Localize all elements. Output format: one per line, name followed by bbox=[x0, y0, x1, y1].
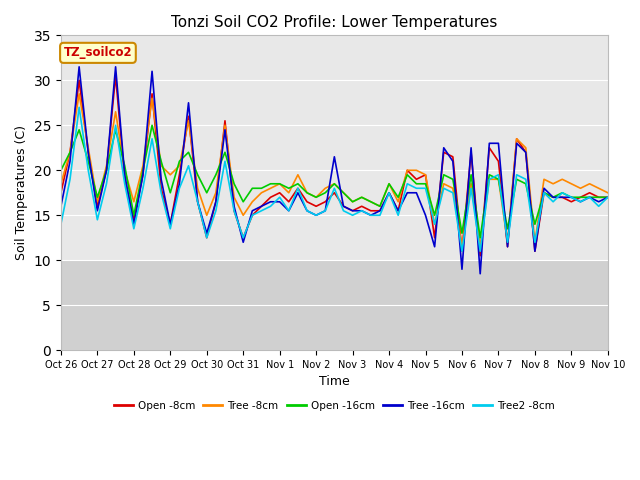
Open -8cm bbox=[257, 204, 265, 209]
Open -8cm bbox=[175, 172, 183, 178]
Tree -16cm bbox=[194, 199, 202, 204]
Tree -16cm bbox=[549, 194, 557, 200]
Open -16cm bbox=[175, 158, 183, 164]
Tree -8cm bbox=[549, 181, 557, 187]
Tree -8cm bbox=[175, 163, 183, 168]
Bar bbox=[61, 260, 608, 350]
Tree -16cm bbox=[604, 194, 612, 200]
Tree2 -8cm bbox=[257, 208, 265, 214]
Tree -16cm bbox=[257, 204, 265, 209]
Tree -16cm bbox=[394, 208, 402, 214]
Open -8cm bbox=[57, 190, 65, 196]
Tree -16cm bbox=[76, 64, 83, 70]
Text: TZ_soilco2: TZ_soilco2 bbox=[63, 47, 132, 60]
Tree -8cm bbox=[257, 190, 265, 196]
Line: Tree -16cm: Tree -16cm bbox=[61, 67, 608, 274]
Tree2 -8cm bbox=[57, 221, 65, 227]
Legend: Open -8cm, Tree -8cm, Open -16cm, Tree -16cm, Tree2 -8cm: Open -8cm, Tree -8cm, Open -16cm, Tree -… bbox=[109, 396, 559, 415]
Open -16cm bbox=[549, 194, 557, 200]
Tree -16cm bbox=[57, 204, 65, 209]
Open -16cm bbox=[604, 194, 612, 200]
Title: Tonzi Soil CO2 Profile: Lower Temperatures: Tonzi Soil CO2 Profile: Lower Temperatur… bbox=[171, 15, 497, 30]
Line: Tree -8cm: Tree -8cm bbox=[61, 94, 608, 247]
Tree2 -8cm bbox=[549, 199, 557, 204]
Tree -8cm bbox=[57, 181, 65, 187]
Tree2 -8cm bbox=[194, 199, 202, 204]
Open -8cm bbox=[112, 73, 120, 79]
Tree2 -8cm bbox=[604, 194, 612, 200]
Open -8cm bbox=[194, 199, 202, 204]
Tree2 -8cm bbox=[76, 105, 83, 110]
Open -16cm bbox=[358, 194, 365, 200]
Open -8cm bbox=[604, 194, 612, 200]
Open -8cm bbox=[476, 253, 484, 259]
Line: Open -8cm: Open -8cm bbox=[61, 76, 608, 256]
Y-axis label: Soil Temperatures (C): Soil Temperatures (C) bbox=[15, 125, 28, 260]
Tree -8cm bbox=[194, 185, 202, 191]
Tree -8cm bbox=[458, 244, 466, 250]
Open -16cm bbox=[257, 185, 265, 191]
Open -8cm bbox=[358, 204, 365, 209]
Open -8cm bbox=[549, 194, 557, 200]
X-axis label: Time: Time bbox=[319, 375, 349, 388]
Tree2 -8cm bbox=[175, 185, 183, 191]
Open -16cm bbox=[57, 168, 65, 173]
Tree -16cm bbox=[358, 208, 365, 214]
Tree -16cm bbox=[175, 181, 183, 187]
Tree -8cm bbox=[394, 199, 402, 204]
Tree2 -8cm bbox=[394, 212, 402, 218]
Tree2 -8cm bbox=[458, 248, 466, 254]
Open -8cm bbox=[394, 208, 402, 214]
Tree -8cm bbox=[358, 194, 365, 200]
Tree -8cm bbox=[604, 190, 612, 196]
Tree -8cm bbox=[76, 91, 83, 96]
Open -16cm bbox=[148, 122, 156, 128]
Open -16cm bbox=[194, 172, 202, 178]
Tree2 -8cm bbox=[358, 208, 365, 214]
Line: Open -16cm: Open -16cm bbox=[61, 125, 608, 238]
Line: Tree2 -8cm: Tree2 -8cm bbox=[61, 108, 608, 251]
Open -16cm bbox=[394, 194, 402, 200]
Open -16cm bbox=[476, 235, 484, 240]
Tree -16cm bbox=[476, 271, 484, 276]
